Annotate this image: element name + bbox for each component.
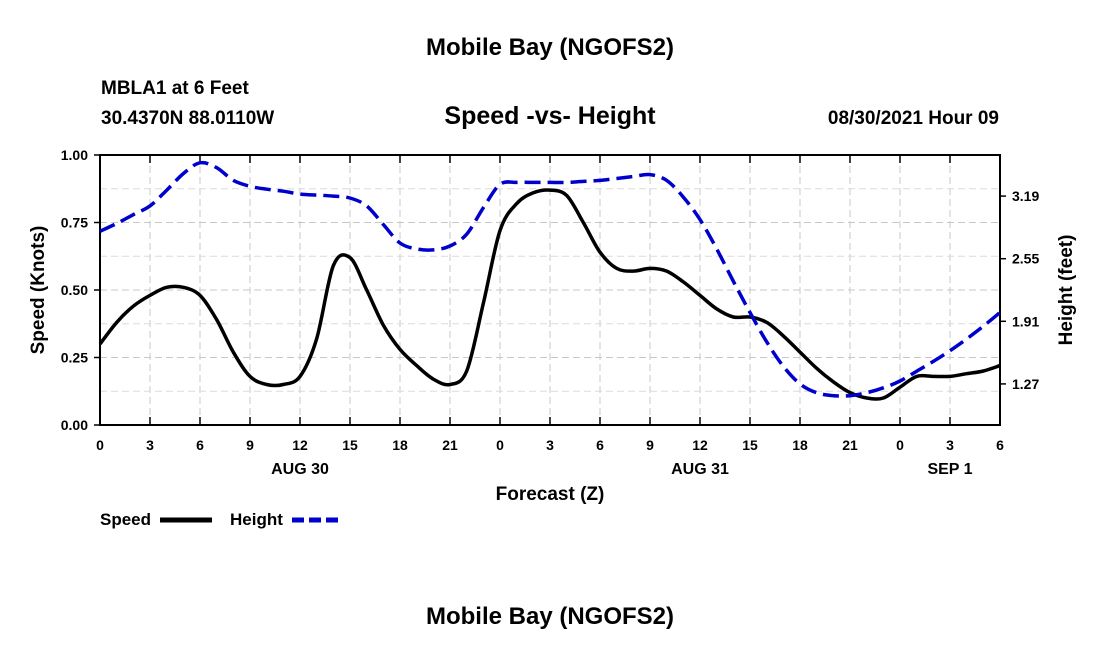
x-tick-label: 15 bbox=[742, 437, 758, 453]
x-tick-label: 12 bbox=[292, 437, 308, 453]
x-tick-label: 6 bbox=[996, 437, 1004, 453]
y2-tick-label: 1.91 bbox=[1012, 313, 1039, 329]
x-tick-label: 21 bbox=[442, 437, 458, 453]
y-tick-label: 0.25 bbox=[61, 350, 88, 366]
date-label: AUG 31 bbox=[671, 461, 729, 478]
x-tick-label: 0 bbox=[96, 437, 104, 453]
bottom-title: Mobile Bay (NGOFS2) bbox=[426, 603, 674, 630]
top-title: Mobile Bay (NGOFS2) bbox=[426, 34, 674, 61]
plot-frame bbox=[99, 154, 1001, 426]
date-hour-label: 08/30/2021 Hour 09 bbox=[828, 108, 999, 129]
y-axis-title: Speed (Knots) bbox=[28, 226, 49, 355]
y2-tick-label: 2.55 bbox=[1012, 251, 1039, 267]
series-layer bbox=[98, 160, 1002, 401]
x-tick-label: 12 bbox=[692, 437, 708, 453]
series-line-height bbox=[99, 160, 1002, 398]
legend-height-label: Height bbox=[230, 510, 283, 529]
station-label: MBLA1 at 6 Feet bbox=[101, 78, 249, 99]
x-tick-label: 6 bbox=[196, 437, 204, 453]
series-line-speed bbox=[98, 188, 1001, 401]
y-tick-label: 0.75 bbox=[61, 215, 88, 231]
x-tick-label: 3 bbox=[146, 437, 154, 453]
chart-title: Speed -vs- Height bbox=[444, 102, 656, 130]
x-tick-label: 6 bbox=[596, 437, 604, 453]
x-tick-label: 18 bbox=[792, 437, 808, 453]
y2-axis-title: Height (feet) bbox=[1056, 235, 1077, 346]
x-tick-label: 15 bbox=[342, 437, 358, 453]
coordinates-label: 30.4370N 88.0110W bbox=[101, 108, 274, 129]
y2-tick-label: 1.27 bbox=[1012, 376, 1039, 392]
x-tick-label: 18 bbox=[392, 437, 408, 453]
legend-speed-label: Speed bbox=[100, 510, 151, 529]
x-tick-label: 9 bbox=[646, 437, 654, 453]
y-tick-label: 0.50 bbox=[61, 282, 88, 298]
y-tick-label: 1.00 bbox=[61, 147, 88, 163]
x-tick-label: 0 bbox=[896, 437, 904, 453]
x-axis-title: Forecast (Z) bbox=[496, 484, 605, 505]
y-tick-label: 0.00 bbox=[61, 417, 88, 433]
date-label: AUG 30 bbox=[271, 461, 329, 478]
x-tick-label: 9 bbox=[246, 437, 254, 453]
grid-lines bbox=[100, 155, 1000, 425]
x-tick-label: 21 bbox=[842, 437, 858, 453]
x-tick-label: 3 bbox=[546, 437, 554, 453]
date-label: SEP 1 bbox=[927, 461, 972, 478]
y2-tick-label: 3.19 bbox=[1012, 188, 1039, 204]
tick-labels: 0 3 6 9 12 15 18 21 0 3 6 9 12 15 18 21 0 3 6 0.00 0.25 0.50 0… bbox=[61, 147, 1040, 478]
x-tick-label: 0 bbox=[496, 437, 504, 453]
axes bbox=[94, 154, 1006, 426]
x-tick-label: 3 bbox=[946, 437, 954, 453]
legend: Speed Height bbox=[100, 510, 342, 529]
